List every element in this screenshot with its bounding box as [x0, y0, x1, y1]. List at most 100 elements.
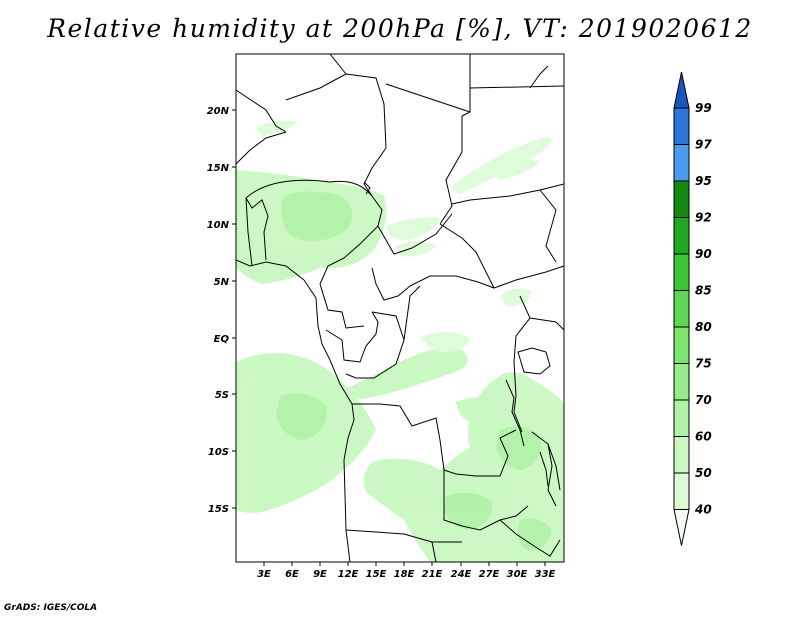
colorbar-label: 92 [695, 211, 712, 225]
colorbar-label: 95 [695, 174, 712, 188]
lon-tick-30e: 30E [507, 562, 528, 580]
lon-label-18e: 18E [394, 569, 415, 580]
colorbar-label: 50 [695, 466, 712, 480]
border-mali-niger [236, 131, 287, 165]
lon-tick-24e: 24E [451, 562, 472, 580]
lon-tick-21e: 21E [422, 562, 443, 580]
lon-label-15e: 15E [366, 569, 387, 580]
lake-chad [363, 181, 371, 195]
border-gabon-congo [325, 311, 379, 363]
humidity-area-congo-north [420, 332, 470, 353]
lon-label-6e: 6E [285, 569, 299, 580]
border-algeria-mali [236, 89, 287, 133]
chart-title: Relative humidity at 200hPa [%], VT: 201… [47, 14, 753, 43]
border-algeria-libya [329, 54, 347, 75]
coast-west-central [303, 279, 355, 562]
border-ghana-togo [245, 197, 253, 267]
lon-tick-33e: 33E [535, 562, 556, 580]
lon-label-33e: 33E [535, 569, 556, 580]
colorbar-label: 80 [695, 320, 712, 334]
border-libya-niger [345, 73, 387, 149]
border-cameroon-eq-gabon [319, 283, 365, 329]
humidity-area-sudan-south [488, 159, 540, 180]
colorbar-segment [673, 326, 690, 364]
lake-malawi [539, 451, 549, 487]
map-frame [235, 53, 565, 563]
lon-tick-27e: 27E [479, 562, 500, 580]
border-botswana [431, 541, 437, 562]
lake-victoria [517, 347, 551, 375]
border-zimbabwe [499, 519, 561, 557]
lat-label-5n: 5N [214, 277, 230, 288]
humidity-area-south-central [364, 372, 564, 562]
lon-tick-6e: 6E [285, 562, 299, 580]
humidity-core-angola-coast [276, 393, 327, 440]
lat-label-5s: 5S [215, 390, 229, 401]
lon-tick-12e: 12E [338, 562, 359, 580]
lat-tick-eq: EQ [214, 334, 236, 345]
border-libya-egypt [461, 54, 471, 117]
colorbar-label: 75 [695, 357, 712, 371]
colorbar-segment [673, 290, 690, 328]
lat-label-15s: 15S [208, 504, 229, 515]
border-algeria-niger [285, 73, 347, 101]
colorbar-segment [673, 144, 690, 182]
lon-label-30e: 30E [507, 569, 528, 580]
colorbar-bottom-triangle [673, 509, 690, 546]
border-tanzania-mozambique [531, 431, 561, 491]
humidity-area-central-band [386, 217, 440, 240]
lon-label-24e: 24E [451, 569, 472, 580]
colorbar: 40 50 60 70 75 80 85 90 92 95 97 99 [673, 71, 712, 546]
border-uganda-kenya [529, 317, 564, 331]
border-drc-north [403, 285, 421, 341]
lon-tick-15e: 15E [366, 562, 387, 580]
border-coast-west [236, 259, 305, 281]
border-angola-zambia [443, 470, 463, 527]
humidity-area-chad [396, 241, 436, 257]
colorbar-label: 90 [695, 247, 712, 261]
lon-label-27e: 27E [479, 569, 500, 580]
coast-egypt-redsea [529, 65, 549, 89]
lat-tick-20n: 20N [207, 106, 236, 117]
border-south-sudan-drc [493, 265, 564, 289]
lat-tick-15s: 15S [208, 504, 236, 515]
lat-label-10n: 10N [207, 220, 230, 231]
humidity-core-mozambique [518, 518, 552, 551]
humidity-area-rift [456, 397, 498, 424]
border-libya-chad [385, 83, 471, 113]
lake-tanganyika [505, 379, 525, 447]
border-malawi [547, 443, 557, 507]
lon-label-12e: 12E [338, 569, 359, 580]
humidity-area-sahara [256, 120, 296, 136]
colorbar-segment [673, 217, 690, 255]
humidity-shading [236, 120, 564, 562]
border-tanzania-drc [513, 361, 523, 433]
colorbar-label: 70 [695, 393, 712, 407]
humidity-core-zambia [444, 492, 493, 530]
humidity-area-congo-basin [340, 347, 468, 400]
longitude-axis: 3E 6E 9E 12E 15E 18E 21E 24E 27E 30E 33E [257, 562, 556, 580]
latitude-axis: 20N 15N 10N 5N EQ 5S 10S 15S [207, 106, 236, 515]
colorbar-label: 99 [695, 101, 712, 115]
colorbar-top-triangle [673, 71, 690, 109]
border-south-sudan-ethiopia [539, 189, 557, 263]
lon-label-21e: 21E [422, 569, 443, 580]
border-niger-nigeria [245, 179, 373, 199]
border-congo-drc [345, 311, 405, 379]
border-car-south [371, 267, 495, 301]
colorbar-segment [673, 180, 690, 218]
colorbar-segment [673, 107, 690, 145]
country-borders [236, 54, 564, 562]
border-car-sudan [439, 223, 495, 289]
grads-credit: GrADS: IGES/COLA [4, 603, 98, 613]
lon-tick-9e: 9E [313, 562, 327, 580]
lat-tick-10n: 10N [207, 220, 236, 231]
lon-label-3e: 3E [257, 569, 271, 580]
humidity-area-east-africa [500, 288, 532, 307]
border-drc-uganda [513, 295, 531, 363]
border-egypt-sudan [469, 85, 564, 112]
border-angola-namibia [345, 529, 462, 543]
colorbar-segment [673, 253, 690, 291]
border-nigeria-cameroon [319, 195, 383, 285]
